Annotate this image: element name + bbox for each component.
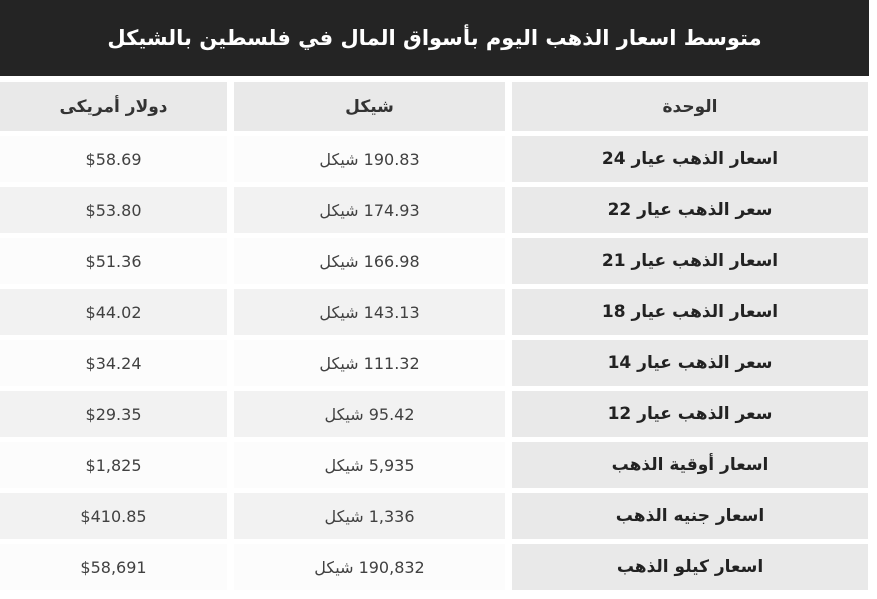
- cell-unit-ounce: اسعار أوقية الذهب: [512, 442, 868, 488]
- cell-unit-kilo: اسعار كيلو الذهب: [512, 544, 868, 590]
- cell-shekel-21k: 166.98 شيكل: [234, 238, 505, 284]
- cell-unit-21k: اسعار الذهب عيار 21: [512, 238, 868, 284]
- cell-dollar-18k: $44.02: [0, 289, 227, 335]
- col-header-shekel: شيكل: [234, 82, 505, 131]
- cell-shekel-18k: 143.13 شيكل: [234, 289, 505, 335]
- cell-dollar-ounce: $1,825: [0, 442, 227, 488]
- cell-shekel-14k: 111.32 شيكل: [234, 340, 505, 386]
- cell-unit-22k: سعر الذهب عيار 22: [512, 187, 868, 233]
- cell-unit-18k: اسعار الذهب عيار 18: [512, 289, 868, 335]
- cell-shekel-kilo: 190,832 شيكل: [234, 544, 505, 590]
- cell-unit-pound: اسعار جنيه الذهب: [512, 493, 868, 539]
- col-header-dollar: دولار أمريكى: [0, 82, 227, 131]
- cell-dollar-pound: $410.85: [0, 493, 227, 539]
- cell-shekel-22k: 174.93 شيكل: [234, 187, 505, 233]
- title-bar: متوسط اسعار الذهب اليوم بأسواق المال في …: [0, 0, 869, 76]
- gold-price-table: الوحدة شيكل دولار أمريكى اسعار الذهب عيا…: [0, 82, 868, 590]
- cell-dollar-kilo: $58,691: [0, 544, 227, 590]
- cell-shekel-12k: 95.42 شيكل: [234, 391, 505, 437]
- cell-unit-12k: سعر الذهب عيار 12: [512, 391, 868, 437]
- page-title: متوسط اسعار الذهب اليوم بأسواق المال في …: [107, 26, 762, 50]
- cell-shekel-ounce: 5,935 شيكل: [234, 442, 505, 488]
- cell-shekel-24k: 190.83 شيكل: [234, 136, 505, 182]
- cell-dollar-21k: $51.36: [0, 238, 227, 284]
- cell-unit-14k: سعر الذهب عيار 14: [512, 340, 868, 386]
- cell-dollar-24k: $58.69: [0, 136, 227, 182]
- cell-unit-24k: اسعار الذهب عيار 24: [512, 136, 868, 182]
- col-header-unit: الوحدة: [512, 82, 868, 131]
- cell-dollar-14k: $34.24: [0, 340, 227, 386]
- cell-shekel-pound: 1,336 شيكل: [234, 493, 505, 539]
- cell-dollar-12k: $29.35: [0, 391, 227, 437]
- cell-dollar-22k: $53.80: [0, 187, 227, 233]
